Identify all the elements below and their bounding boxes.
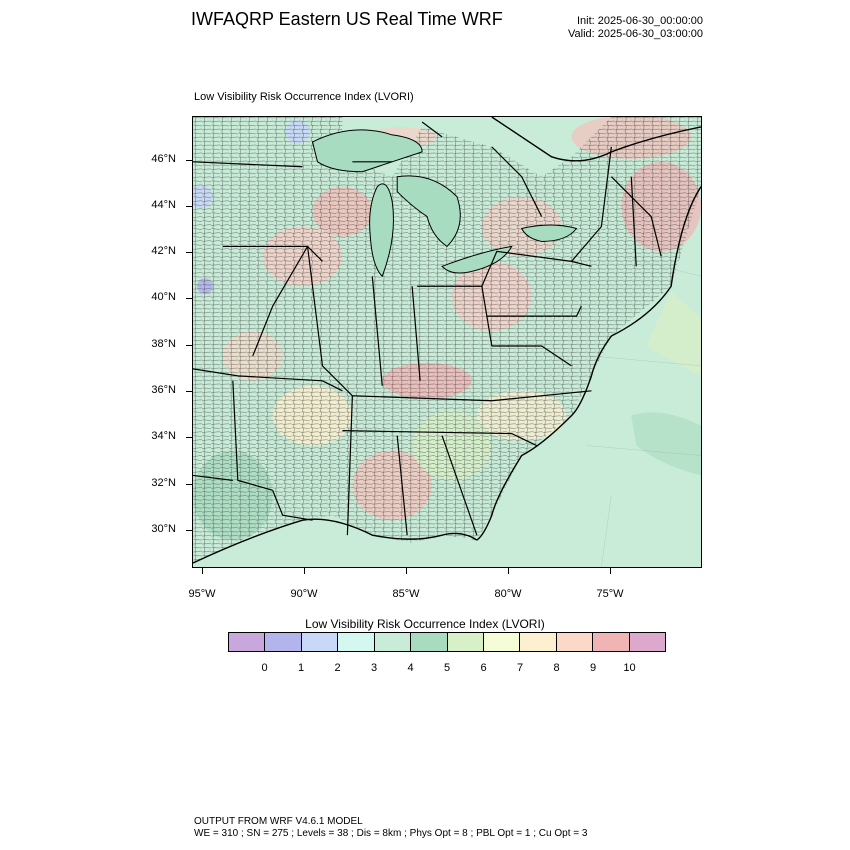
lon-tick [202,568,203,574]
lat-tick [186,160,192,161]
legend-color-box [447,633,484,651]
legend-color-box [520,633,557,651]
lat-tick [186,437,192,438]
lat-label: 36°N [151,384,176,396]
lon-tick [508,568,509,574]
legend-color-box [265,633,302,651]
lon-label: 80°W [494,588,522,600]
legend-tick-label: 6 [480,662,487,674]
legend-color-box [338,633,375,651]
legend-tick-label: 2 [334,662,341,674]
lat-tick [186,391,192,392]
lat-tick [186,298,192,299]
color-legend-bar [228,632,666,652]
legend-color-box [301,633,339,651]
legend-color-box [593,633,630,651]
legend-color-box [374,633,412,651]
lat-label: 32°N [151,477,176,489]
legend-tick-label: 10 [623,662,636,674]
lat-label: 42°N [151,245,176,257]
legend-color-box [629,633,666,651]
state-boundaries [193,121,662,536]
footer-config: WE = 310 ; SN = 275 ; Levels = 38 ; Dis … [194,828,588,839]
panel-title: Low Visibility Risk Occurrence Index (LV… [194,91,414,103]
legend-tick-label: 1 [297,662,305,674]
lat-label: 40°N [151,291,176,303]
legend-tick-label: 8 [553,662,560,674]
legend-tick-label: 5 [443,662,451,674]
legend-tick-label: 4 [407,662,414,674]
lon-tick [304,568,305,574]
lon-tick [610,568,611,574]
lat-tick [186,484,192,485]
legend-title: Low Visibility Risk Occurrence Index (LV… [305,617,545,631]
gulf-of-mexico [193,519,477,567]
footer-model: OUTPUT FROM WRF V4.6.1 MODEL [194,816,363,827]
great-lakes [311,129,578,278]
main-title: IWFAQRP Eastern US Real Time WRF [191,9,503,29]
lat-tick [186,345,192,346]
legend-color-box [229,633,266,651]
map-panel [192,116,702,568]
lat-tick [186,252,192,253]
lat-tick [186,530,192,531]
lat-label: 38°N [151,338,176,350]
legend-color-box [411,633,448,651]
graticule [586,256,701,567]
legend-color-box [556,633,594,651]
legend-tick-label: 7 [516,662,524,674]
legend-tick-label: 3 [370,662,378,674]
valid-time: Valid: 2025-06-30_03:00:00 [568,28,703,40]
legend-tick-label: 9 [589,662,597,674]
legend-tick-label: 0 [261,662,268,674]
lon-label: 95°W [188,588,216,600]
init-time: Init: 2025-06-30_00:00:00 [577,15,703,27]
lvori-map [193,117,701,567]
lat-label: 44°N [151,199,176,211]
lon-tick [406,568,407,574]
legend-color-box [483,633,521,651]
lon-label: 75°W [596,588,624,600]
lat-label: 34°N [151,430,176,442]
lat-tick [186,206,192,207]
lon-label: 90°W [290,588,318,600]
lat-label: 46°N [151,153,176,165]
lat-label: 30°N [151,523,176,535]
coastlines [193,117,701,564]
atlantic-ocean [471,296,701,567]
lon-label: 85°W [392,588,420,600]
